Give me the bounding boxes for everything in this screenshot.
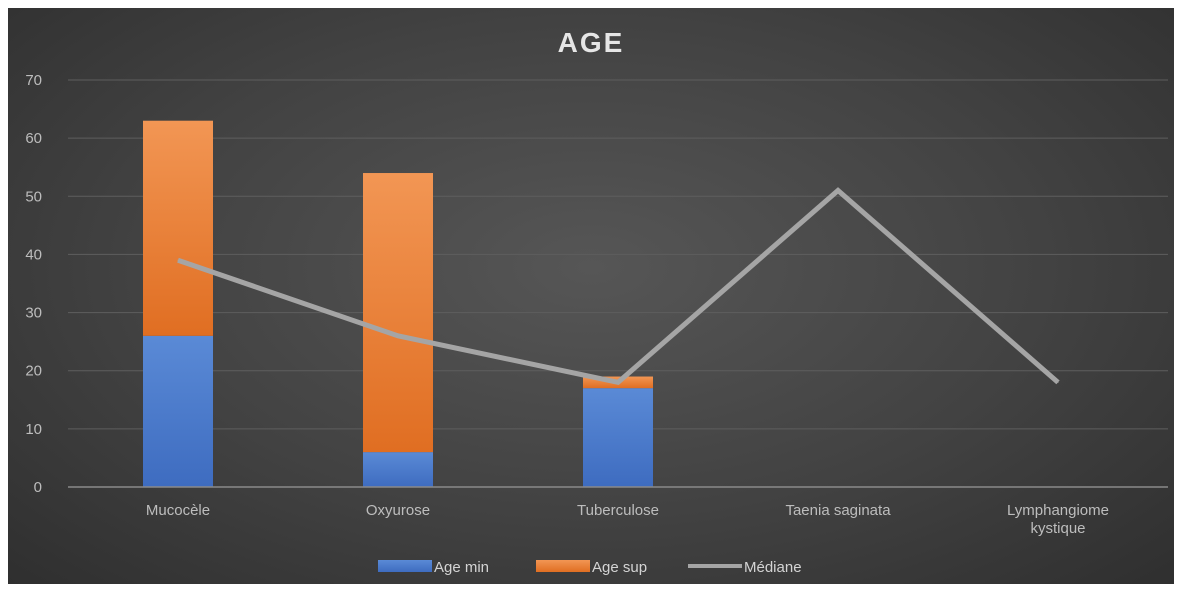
- bar-age-min-0: [143, 335, 213, 487]
- grid: [68, 79, 1168, 430]
- legend-age-min-label: Age min: [434, 559, 489, 576]
- legend-age-min-swatch: [378, 560, 432, 572]
- bar-age-sup-0: [143, 120, 213, 336]
- y-tick-label-20: 20: [25, 363, 42, 380]
- x-tick-label-0: Mucocèle: [146, 502, 210, 519]
- legend-age-sup-label: Age sup: [592, 559, 647, 576]
- bars: [143, 120, 653, 487]
- mediane-point-3: [837, 189, 839, 191]
- x-tick-label-2: Tuberculose: [577, 502, 659, 519]
- y-tick-label-70: 70: [25, 72, 42, 89]
- y-tick-label-40: 40: [25, 246, 42, 263]
- y-tick-label-60: 60: [25, 130, 42, 147]
- y-tick-label-30: 30: [25, 305, 42, 322]
- mediane-line-layer: [177, 187, 1060, 386]
- mediane-point-0: [177, 259, 179, 261]
- legend-mediane-label: Médiane: [744, 559, 802, 576]
- y-tick-label-10: 10: [25, 421, 42, 438]
- x-tick-label-3: Taenia saginata: [785, 502, 891, 519]
- y-tick-label-50: 50: [25, 188, 42, 205]
- x-tick-label-4: Lymphangiome kystique: [1007, 502, 1109, 537]
- chart-title: AGE: [558, 27, 625, 58]
- y-tick-label-0: 0: [34, 479, 42, 496]
- axes: 0 10 20 30 40 50 60 70 Mucocèle Oxyurose Tuberculo…: [25, 72, 1168, 537]
- legend-age-sup-swatch: [536, 560, 590, 572]
- legend: Age min Age sup Médiane: [378, 559, 802, 576]
- bar-age-min-2: [583, 388, 653, 487]
- bar-age-min-1: [363, 452, 433, 487]
- age-chart: AGE 0 10 20 30 40 50 60 70 Mucocèle Oxyurose Tuber…: [25, 27, 1168, 576]
- mediane-point-1: [397, 335, 399, 337]
- mediane-point-4: [1057, 381, 1059, 383]
- mediane-point-2: [617, 381, 619, 383]
- x-tick-label-1: Oxyurose: [366, 502, 430, 519]
- chart-frame: AGE 0 10 20 30 40 50 60 70 Mucocèle Oxyurose Tuber…: [8, 8, 1174, 584]
- mediane-line: [177, 187, 1060, 386]
- bar-age-sup-1: [363, 173, 433, 453]
